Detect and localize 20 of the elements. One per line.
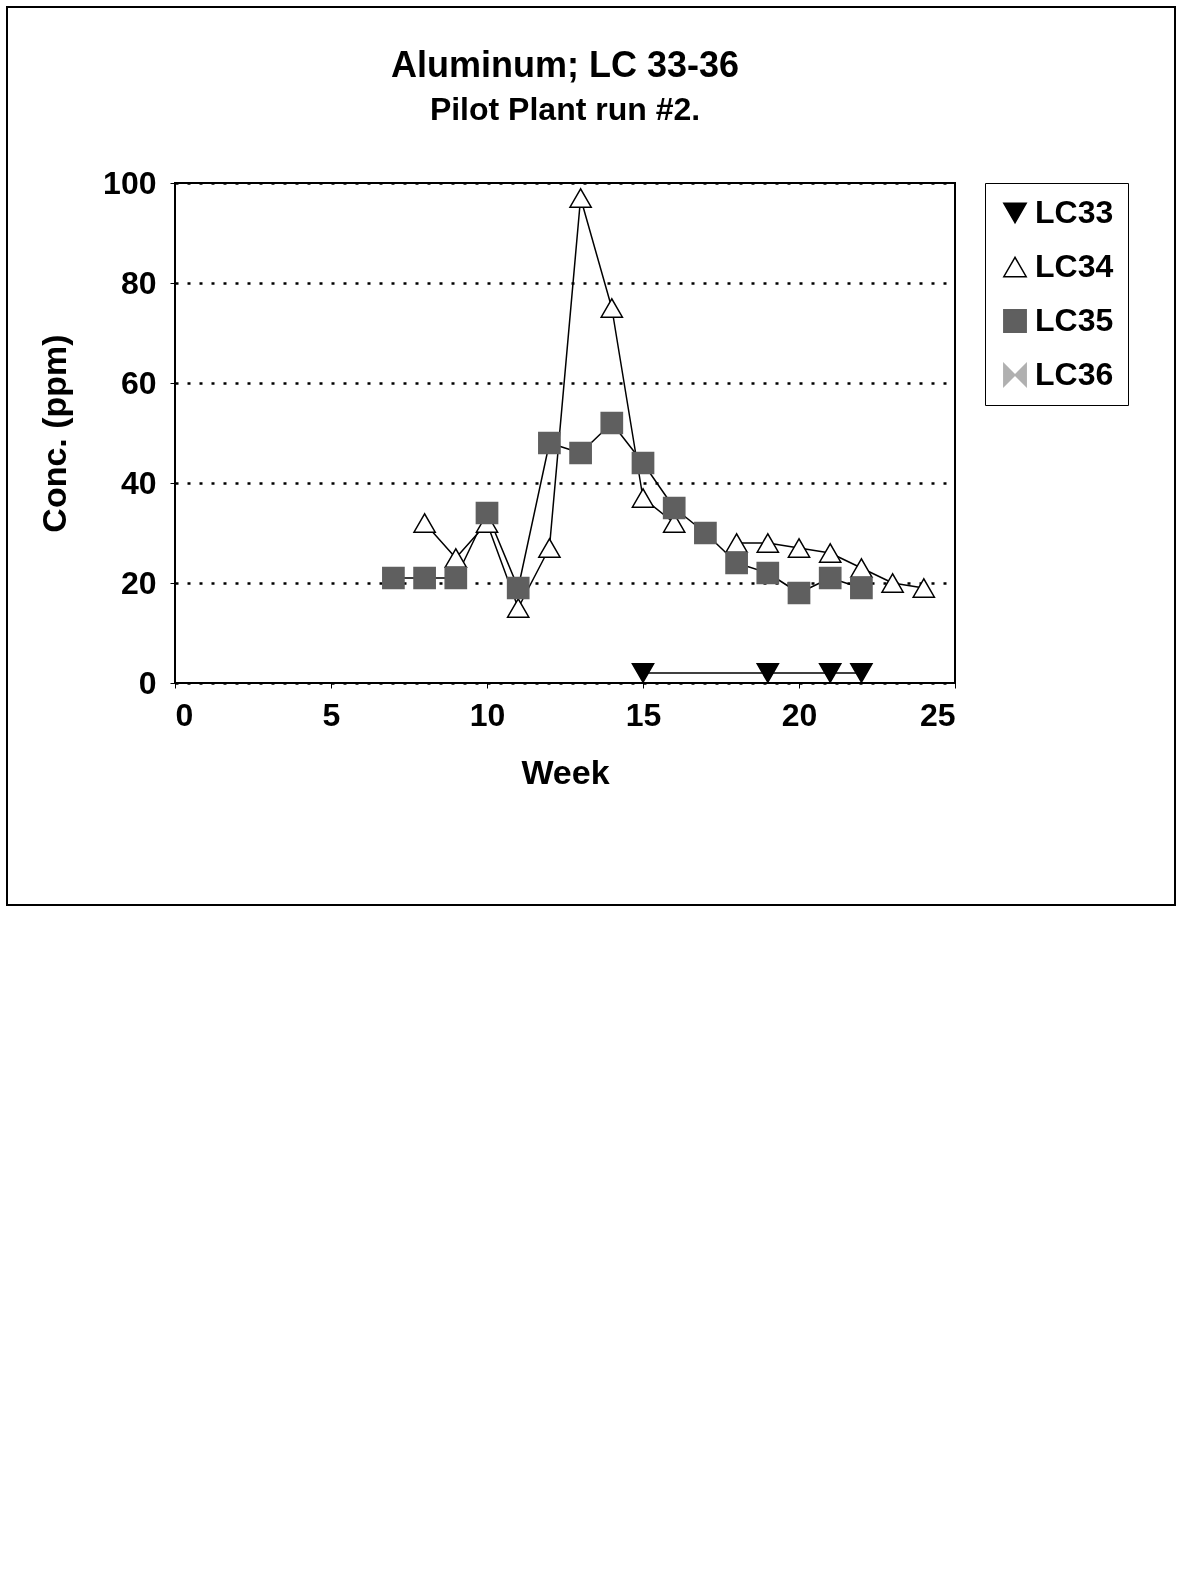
- x-tick-label: 20: [781, 696, 818, 733]
- legend-label: LC33: [1035, 194, 1114, 230]
- y-tick-label: 100: [103, 164, 157, 201]
- legend-label: LC34: [1035, 248, 1114, 284]
- y-tick-label: 0: [138, 664, 157, 701]
- x-tick-label: 0: [175, 696, 194, 733]
- x-tick-label: 15: [625, 696, 662, 733]
- legend-label: LC36: [1035, 356, 1114, 392]
- x-axis-title: Week: [521, 752, 610, 791]
- chart-title: Aluminum; LC 33-36: [390, 44, 740, 85]
- y-axis-title: Conc. (ppm): [35, 334, 74, 533]
- y-tick-label: 60: [120, 364, 157, 401]
- x-tick-label: 10: [469, 696, 506, 733]
- chart-subtitle: Pilot Plant run #2.: [429, 91, 701, 127]
- x-tick-label: 5: [322, 696, 341, 733]
- y-tick-label: 20: [120, 564, 157, 601]
- y-tick-label: 40: [120, 464, 157, 501]
- x-tick-label: 25: [919, 696, 956, 733]
- legend-label: LC35: [1035, 302, 1114, 338]
- y-tick-label: 80: [120, 264, 157, 301]
